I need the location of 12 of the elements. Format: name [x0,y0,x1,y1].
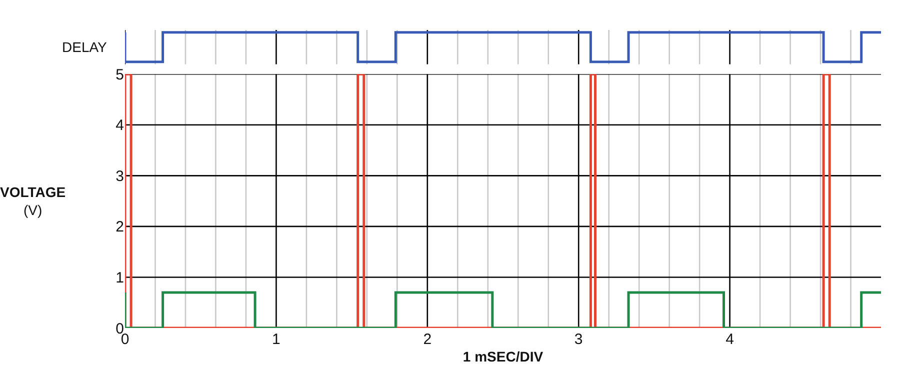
x-tick-label: 4 [726,331,734,348]
y-tick-label: 5 [116,66,124,84]
y-tick-label: 4 [116,117,124,134]
x-tick-label: 3 [574,331,583,348]
x-tick-label: 2 [423,331,432,348]
x-tick-label: 1 [272,331,280,348]
x-axis-title: 1 mSEC/DIV [462,348,544,364]
y-axis-title: VOLTAGE (V) [0,184,66,218]
y-tick-label: 2 [116,218,124,236]
y-axis-title: DELAY [62,39,108,55]
y-tick-label: 1 [116,269,124,286]
y-tick-label: 3 [116,168,124,185]
